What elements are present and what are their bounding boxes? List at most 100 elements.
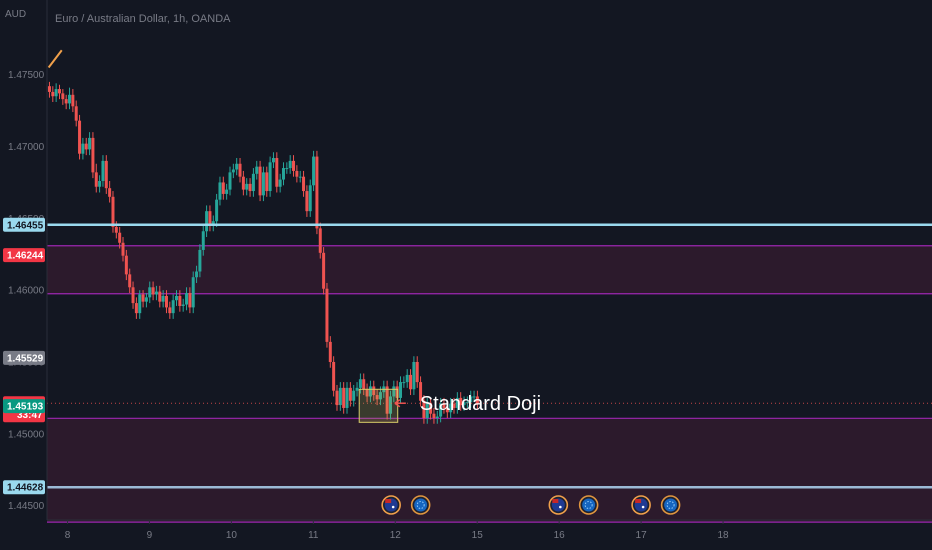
candle-body bbox=[459, 397, 463, 406]
candle-body bbox=[108, 188, 112, 197]
zone-1 bbox=[47, 418, 932, 523]
candle-body bbox=[47, 86, 51, 92]
candle-body bbox=[94, 172, 98, 187]
trend-line bbox=[47, 49, 63, 69]
candle-body bbox=[208, 211, 212, 226]
hlines-layer bbox=[47, 223, 932, 489]
candle-body bbox=[335, 390, 339, 406]
time-tick-label: 18 bbox=[717, 530, 729, 541]
candle-body bbox=[81, 143, 85, 154]
candle-body bbox=[362, 379, 366, 390]
candle-body bbox=[191, 277, 195, 308]
candle-body bbox=[452, 403, 456, 408]
candle-body bbox=[308, 185, 312, 212]
candle-body bbox=[385, 386, 389, 414]
au-flag-icon[interactable] bbox=[548, 495, 569, 515]
globe-field bbox=[664, 498, 678, 512]
price-tick-label: 1.45000 bbox=[8, 429, 45, 440]
candle-body bbox=[405, 374, 409, 383]
events-layer bbox=[381, 495, 681, 515]
candle-body bbox=[435, 416, 439, 419]
time-tick-label: 11 bbox=[308, 530, 319, 541]
candle-body bbox=[275, 158, 279, 187]
flag-star bbox=[391, 505, 395, 509]
candle-body bbox=[439, 403, 443, 417]
candle-body bbox=[415, 361, 419, 383]
zones-layer bbox=[47, 245, 932, 523]
time-axis[interactable]: 8 9 10 11 12 15 16 17 18 bbox=[65, 520, 729, 541]
candle-body bbox=[248, 183, 252, 192]
candle-body bbox=[74, 106, 78, 121]
candle-body bbox=[215, 199, 219, 222]
candle-body bbox=[271, 158, 275, 163]
candle-body bbox=[472, 396, 476, 398]
price-tag-bg bbox=[3, 217, 45, 232]
candle-body bbox=[185, 293, 189, 305]
globe-icon[interactable] bbox=[578, 495, 599, 515]
doji-highlight-box bbox=[358, 388, 399, 423]
price-tag-countdown: 33:47 bbox=[17, 410, 43, 421]
candle-body bbox=[131, 287, 135, 304]
candle-body bbox=[425, 403, 429, 419]
time-tick-label: 9 bbox=[147, 530, 153, 541]
candle-body bbox=[395, 386, 399, 398]
candle-body bbox=[161, 295, 165, 302]
candle-body bbox=[218, 182, 222, 200]
price-tag-4: 1.45193 bbox=[3, 399, 45, 414]
flag-canton bbox=[552, 499, 559, 503]
candle-body bbox=[175, 295, 179, 301]
au-flag-icon[interactable] bbox=[381, 495, 401, 515]
price-labels: 1.464551.462441.455291.4521333:471.45193… bbox=[3, 217, 45, 495]
candle-body bbox=[101, 160, 105, 181]
price-tag-text: 1.45193 bbox=[7, 402, 44, 413]
price-tag-bg bbox=[3, 480, 45, 495]
price-tick-label: 1.47000 bbox=[8, 142, 45, 153]
candle-body bbox=[445, 407, 449, 413]
price-tag-bg bbox=[3, 399, 45, 414]
candle-body bbox=[138, 294, 142, 314]
time-tick-label: 15 bbox=[472, 530, 484, 541]
candle-body bbox=[205, 211, 209, 232]
candle-body bbox=[365, 389, 369, 397]
candle-body bbox=[64, 99, 68, 104]
candle-body bbox=[121, 242, 125, 256]
flag-star bbox=[641, 505, 645, 509]
candle-body bbox=[255, 166, 259, 174]
price-tag-text: 1.46455 bbox=[7, 220, 44, 231]
flag-canton bbox=[385, 499, 392, 503]
candle-body bbox=[158, 291, 162, 302]
globe-stars bbox=[666, 501, 675, 509]
candle-body bbox=[104, 160, 108, 189]
candle-body bbox=[78, 120, 82, 154]
candles-layer bbox=[47, 81, 479, 424]
candle-body bbox=[151, 287, 155, 295]
candle-body bbox=[124, 255, 128, 275]
candle-body bbox=[412, 361, 416, 390]
candle-body bbox=[345, 387, 349, 408]
candle-body bbox=[358, 379, 362, 388]
candle-body bbox=[462, 402, 466, 406]
candle-body bbox=[355, 387, 359, 391]
globe-stars bbox=[416, 501, 425, 509]
globe-icon[interactable] bbox=[410, 495, 431, 515]
candle-body bbox=[128, 274, 132, 288]
au-flag-icon[interactable] bbox=[631, 495, 651, 515]
candle-body bbox=[228, 172, 232, 190]
candle-body bbox=[251, 173, 255, 192]
candle-body bbox=[201, 231, 205, 250]
candle-body bbox=[465, 402, 469, 404]
candle-body bbox=[188, 293, 192, 308]
globe-icon[interactable] bbox=[660, 495, 681, 515]
candle-body bbox=[388, 396, 392, 414]
candle-body bbox=[238, 163, 242, 177]
candle-body bbox=[221, 182, 225, 194]
candle-body bbox=[154, 291, 158, 295]
candle-body bbox=[198, 249, 202, 272]
candle-body bbox=[134, 303, 138, 314]
candle-body bbox=[432, 413, 436, 419]
candle-body bbox=[409, 374, 413, 390]
candle-body bbox=[419, 382, 423, 401]
candle-body bbox=[235, 163, 239, 170]
candle-body bbox=[348, 387, 352, 401]
